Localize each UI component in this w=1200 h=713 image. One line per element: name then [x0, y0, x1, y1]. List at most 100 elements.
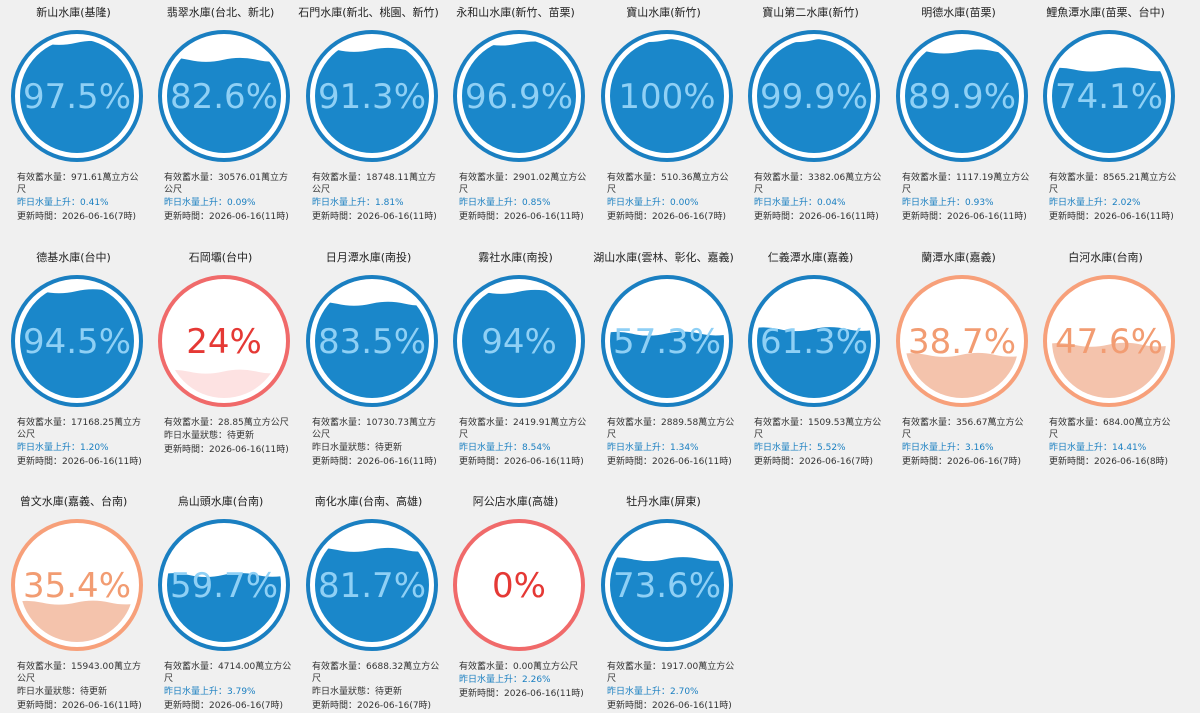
percent-value: 35.4% [23, 566, 131, 606]
water-level-gauge: 0% [450, 516, 588, 654]
change-value: 待更新 [375, 443, 403, 453]
percent-value: 89.9% [908, 77, 1016, 117]
update-time-line: 更新時間：2026-06-16(7時) [17, 210, 147, 224]
storage-value: 15943.00萬立方公尺 [17, 662, 141, 684]
update-label: 更新時間： [754, 212, 800, 222]
water-level-gauge: 74.1% [1040, 27, 1178, 165]
update-value: 2026-06-16(7時) [799, 457, 874, 467]
reservoir-info: 有效蓄水量：0.00萬立方公尺 昨日水量上升：2.26% 更新時間：2026-06-… [459, 661, 589, 701]
change-line: 昨日水量上升：1.34% [607, 441, 737, 455]
update-time-line: 更新時間：2026-06-16(11時) [607, 699, 737, 713]
update-label: 更新時間： [312, 212, 358, 222]
reservoir-name: 牡丹水庫(屏東) [626, 495, 701, 508]
storage-label: 有效蓄水量： [754, 418, 809, 428]
percent-value: 81.7% [318, 566, 426, 606]
percent-value: 38.7% [908, 322, 1016, 362]
storage-line: 有效蓄水量：8565.21萬立方公尺 [1049, 172, 1179, 196]
reservoir-name: 翡翠水庫(台北、新北) [166, 6, 275, 19]
update-value: 2026-06-16(8時) [1094, 457, 1169, 467]
reservoir-info: 有效蓄水量：17168.25萬立方公尺 昨日水量上升：1.20% 更新時間：2026… [17, 417, 147, 469]
reservoir-name: 明德水庫(苗栗) [921, 6, 996, 19]
change-line: 昨日水量上升：0.93% [902, 196, 1032, 210]
percent-value: 0% [492, 566, 546, 606]
reservoir-name: 白河水庫(台南) [1068, 251, 1143, 264]
storage-value: 6688.32萬立方公尺 [312, 662, 440, 684]
reservoir-info: 有效蓄水量：1509.53萬立方公尺 昨日水量上升：5.52% 更新時間：2026-… [754, 417, 884, 469]
storage-value: 0.00萬立方公尺 [513, 662, 579, 672]
storage-line: 有效蓄水量：1509.53萬立方公尺 [754, 417, 884, 441]
water-level-gauge: 100% [598, 27, 736, 165]
change-line: 昨日水量上升：0.09% [164, 196, 294, 210]
change-label: 昨日水量上升： [164, 198, 228, 208]
storage-label: 有效蓄水量： [459, 662, 514, 672]
storage-value: 1509.53萬立方公尺 [754, 418, 882, 440]
storage-value: 684.00萬立方公尺 [1049, 418, 1171, 440]
water-fill [167, 57, 281, 153]
update-time-line: 更新時間：2026-06-16(11時) [754, 210, 884, 224]
update-value: 2026-06-16(11時) [504, 212, 584, 222]
update-label: 更新時間： [607, 457, 653, 467]
percent-value: 57.3% [613, 322, 721, 362]
water-fill [610, 557, 724, 642]
change-value: 8.54% [522, 443, 551, 453]
change-value: 0.85% [522, 198, 551, 208]
change-line: 昨日水量狀態：待更新 [312, 685, 442, 699]
update-value: 2026-06-16(7時) [62, 212, 137, 222]
percent-value: 99.9% [760, 77, 868, 117]
update-time-line: 更新時間：2026-06-16(11時) [607, 455, 737, 469]
water-fill [315, 47, 429, 153]
storage-label: 有效蓄水量： [17, 662, 72, 672]
update-value: 2026-06-16(7時) [209, 701, 284, 711]
change-label: 昨日水量上升： [17, 198, 81, 208]
reservoir-info: 有效蓄水量：356.67萬立方公尺 昨日水量上升：3.16% 更新時間：2026-0… [902, 417, 1032, 469]
update-value: 2026-06-16(11時) [62, 457, 142, 467]
storage-line: 有效蓄水量：510.36萬立方公尺 [607, 172, 737, 196]
reservoir-info: 有效蓄水量：1117.19萬立方公尺 昨日水量上升：0.93% 更新時間：2026-… [902, 172, 1032, 224]
change-value: 3.79% [227, 687, 256, 697]
storage-line: 有效蓄水量：6688.32萬立方公尺 [312, 661, 442, 685]
update-time-line: 更新時間：2026-06-16(11時) [312, 210, 442, 224]
change-label: 昨日水量狀態： [164, 431, 228, 441]
percent-value: 74.1% [1055, 77, 1163, 117]
update-label: 更新時間： [754, 457, 800, 467]
storage-line: 有效蓄水量：18748.11萬立方公尺 [312, 172, 442, 196]
change-label: 昨日水量上升： [459, 675, 523, 685]
water-level-gauge: 59.7% [155, 516, 293, 654]
update-time-line: 更新時間：2026-06-16(11時) [17, 455, 147, 469]
storage-line: 有效蓄水量：2901.02萬立方公尺 [459, 172, 589, 196]
storage-label: 有效蓄水量： [17, 418, 72, 428]
reservoir-info: 有效蓄水量：10730.73萬立方公尺 昨日水量狀態：待更新 更新時間：2026-0… [312, 417, 442, 469]
reservoir-info: 有效蓄水量：30576.01萬立方公尺 昨日水量上升：0.09% 更新時間：2026… [164, 172, 294, 224]
update-label: 更新時間： [902, 212, 948, 222]
storage-label: 有效蓄水量： [164, 662, 219, 672]
water-level-gauge: 61.3% [745, 272, 883, 410]
reservoir-info: 有效蓄水量：684.00萬立方公尺 昨日水量上升：14.41% 更新時間：2026-… [1049, 417, 1179, 469]
reservoir-name: 德基水庫(台中) [36, 251, 111, 264]
update-value: 2026-06-16(11時) [357, 212, 437, 222]
update-value: 2026-06-16(11時) [504, 689, 584, 699]
reservoir-info: 有效蓄水量：18748.11萬立方公尺 昨日水量上升：1.81% 更新時間：2026… [312, 172, 442, 224]
update-value: 2026-06-16(7時) [652, 212, 727, 222]
change-value: 1.34% [670, 443, 699, 453]
storage-line: 有效蓄水量：28.85萬立方公尺 [164, 417, 294, 429]
storage-label: 有效蓄水量： [312, 662, 367, 672]
storage-label: 有效蓄水量： [754, 173, 809, 183]
change-value: 3.16% [965, 443, 994, 453]
reservoir-name: 南化水庫(台南、高雄) [314, 495, 423, 508]
update-label: 更新時間： [17, 212, 63, 222]
water-level-gauge: 47.6% [1040, 272, 1178, 410]
change-value: 1.81% [375, 198, 404, 208]
reservoir-name: 石門水庫(新北、桃園、新竹) [298, 6, 439, 19]
storage-value: 2889.58萬立方公尺 [607, 418, 735, 440]
reservoir-name: 新山水庫(基隆) [36, 6, 111, 19]
change-line: 昨日水量上升：1.20% [17, 441, 147, 455]
storage-label: 有效蓄水量： [1049, 173, 1104, 183]
percent-value: 61.3% [760, 322, 868, 362]
update-time-line: 更新時間：2026-06-16(11時) [17, 699, 147, 713]
change-label: 昨日水量上升： [607, 198, 671, 208]
storage-label: 有效蓄水量： [607, 418, 662, 428]
update-time-line: 更新時間：2026-06-16(11時) [164, 443, 294, 457]
change-line: 昨日水量上升：2.02% [1049, 196, 1179, 210]
storage-value: 3382.06萬立方公尺 [754, 173, 882, 195]
change-label: 昨日水量上升： [902, 198, 966, 208]
